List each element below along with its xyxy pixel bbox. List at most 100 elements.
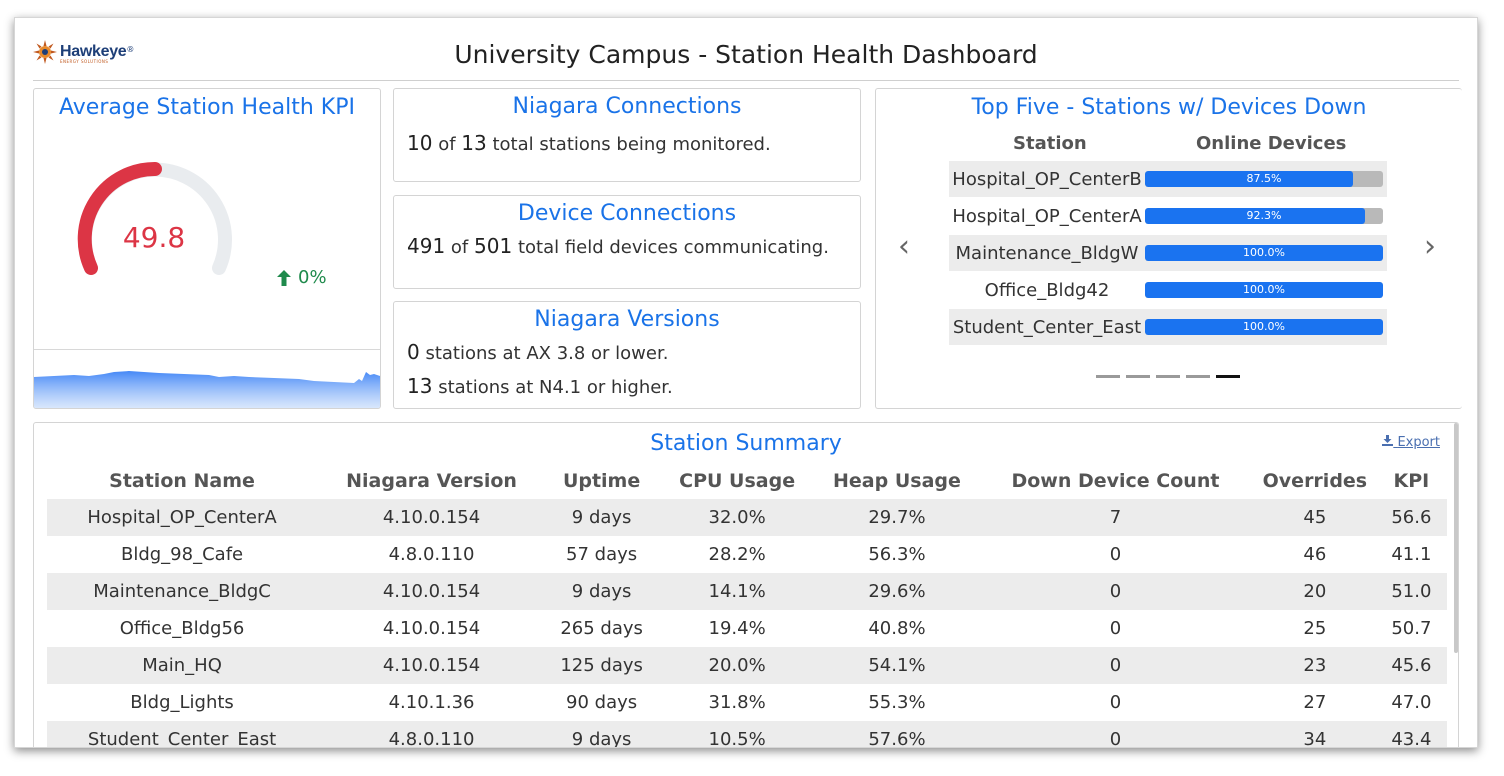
table-cell: 32.0%: [708, 507, 766, 528]
top-five-row: Hospital_OP_CenterA 92.3%: [949, 198, 1387, 234]
table-header-row: Station Name Niagara Version Uptime CPU Usa…: [47, 463, 1447, 499]
column-header[interactable]: Uptime: [562, 470, 641, 492]
top-five-row: Maintenance_BldgW 100.0%: [949, 235, 1387, 271]
table-cell: 27: [1303, 692, 1327, 713]
table-cell: 0: [1109, 581, 1122, 602]
table-cell: 29.7%: [868, 507, 926, 528]
table-row[interactable]: Bldg_Lights 4.10.1.36 90 days 31.8% 55.3% 0 27…: [47, 684, 1447, 721]
carousel-indicator[interactable]: [1156, 375, 1180, 378]
device-connections-text: 491 of 501 total field devices communica…: [394, 234, 860, 258]
total-device-count: 501: [474, 234, 513, 258]
table-cell: 20.0%: [708, 655, 766, 676]
table-cell: Hospital_OP_CenterA: [87, 507, 277, 528]
column-header[interactable]: Down Device Count: [1011, 470, 1220, 492]
table-cell: 0: [1109, 692, 1122, 713]
table-cell: 7: [1109, 507, 1122, 528]
table-cell: 47.0: [1391, 692, 1432, 713]
table-row[interactable]: Hospital_OP_CenterA 4.10.0.154 9 days 32.0%…: [47, 499, 1447, 536]
table-cell: 45: [1303, 507, 1327, 528]
logo-name: Hawkeye: [60, 43, 127, 60]
table-cell: 34: [1303, 729, 1327, 748]
column-header[interactable]: Station Name: [109, 470, 255, 492]
ax-station-count: 0: [407, 340, 420, 364]
online-devices-bar-fill: [1145, 319, 1383, 335]
table-cell: 50.7: [1391, 618, 1432, 639]
table-row[interactable]: Student_Center_East 4.8.0.110 9 days 10.5% 5…: [47, 721, 1447, 748]
table-cell: 45.6: [1391, 655, 1432, 676]
carousel-indicator[interactable]: [1096, 375, 1120, 378]
gauge-fill: [77, 161, 162, 275]
table-cell: Bldg_98_Cafe: [120, 544, 244, 565]
column-header[interactable]: Niagara Version: [346, 470, 517, 492]
table-cell: 14.1%: [708, 581, 766, 602]
top-five-title: Top Five - Stations w/ Devices Down: [971, 95, 1367, 120]
carousel-indicators: [1096, 375, 1240, 378]
table-cell: 51.0: [1391, 581, 1432, 602]
carousel-prev-icon[interactable]: ‹: [898, 229, 910, 264]
top-five-station-name: Office_Bldg42: [984, 279, 1110, 301]
online-devices-bar: 87.5%: [1145, 171, 1383, 187]
table-cell: 31.8%: [708, 692, 766, 713]
n4-version-label: stations at N4.1 or higher.: [438, 377, 673, 398]
niagara-connections-card: Niagara Connections 10 of 13 total stati…: [393, 88, 861, 182]
carousel-next-icon[interactable]: ›: [1424, 229, 1436, 264]
table-cell: 20: [1303, 581, 1327, 602]
column-header[interactable]: CPU Usage: [679, 470, 796, 492]
niagara-versions-card: Niagara Versions 0 stations at AX 3.8 or…: [393, 301, 861, 409]
table-cell: 28.2%: [708, 544, 766, 565]
table-row[interactable]: Office_Bldg56 4.10.0.154 265 days 19.4% 40.8…: [47, 610, 1447, 647]
top-five-station-name: Hospital_OP_CenterB: [952, 168, 1142, 190]
table-cell: 57.6%: [868, 729, 926, 748]
ax-version-line: 0 stations at AX 3.8 or lower.: [394, 340, 860, 364]
table-cell: 0: [1109, 655, 1122, 676]
online-devices-bar-fill: [1145, 245, 1383, 261]
title-divider: [33, 80, 1459, 81]
export-link[interactable]: Export: [1382, 435, 1440, 450]
online-devices-bar-fill: [1145, 282, 1383, 298]
table-cell: 9 days: [571, 507, 632, 528]
online-devices-percent: 100.0%: [1243, 283, 1285, 296]
table-cell: 9 days: [571, 581, 632, 602]
station-summary-title: Station Summary: [650, 431, 842, 456]
sun-logo-icon: [33, 40, 57, 64]
table-cell: 90 days: [566, 692, 638, 713]
table-cell: 265 days: [560, 618, 643, 639]
table-row[interactable]: Bldg_98_Cafe 4.8.0.110 57 days 28.2% 56.3% 0 4…: [47, 536, 1447, 573]
top-five-row: Office_Bldg42 100.0%: [949, 272, 1387, 308]
online-devices-bar-fill: [1145, 171, 1354, 187]
kpi-sparkline: [34, 349, 380, 408]
kpi-trend-value: 0%: [298, 267, 327, 288]
table-row[interactable]: Maintenance_BldgC 4.10.0.154 9 days 14.1% 29…: [47, 573, 1447, 610]
export-label: Export: [1397, 435, 1440, 450]
column-header[interactable]: KPI: [1393, 470, 1430, 492]
table-scrollbar[interactable]: [1454, 423, 1458, 653]
table-cell: Bldg_Lights: [130, 692, 234, 713]
table-cell: Office_Bldg56: [119, 618, 245, 639]
table-cell: 41.1: [1391, 544, 1432, 565]
top-five-station-name: Maintenance_BldgW: [955, 242, 1139, 264]
kpi-gauge: [77, 161, 232, 275]
online-devices-bar-fill: [1145, 208, 1365, 224]
column-header[interactable]: Heap Usage: [833, 470, 961, 492]
online-devices-percent: 100.0%: [1243, 320, 1285, 333]
table-cell: 29.6%: [868, 581, 926, 602]
carousel-indicator-active[interactable]: [1216, 375, 1240, 378]
table-cell: Student_Center_East: [87, 729, 277, 748]
arrow-up-icon: [277, 269, 291, 286]
table-cell: 0: [1109, 544, 1122, 565]
table-cell: 43.4: [1391, 729, 1432, 748]
kpi-card: Average Station Health KPI 49.8 0%: [33, 88, 381, 409]
table-cell: Maintenance_BldgC: [93, 581, 271, 602]
stations-monitored-label: total stations being monitored.: [492, 134, 771, 155]
table-cell: 54.1%: [868, 655, 926, 676]
table-cell: 56.3%: [868, 544, 926, 565]
top-five-list: Hospital_OP_CenterB 87.5% Hospital_OP_Cent…: [949, 161, 1387, 346]
table-row[interactable]: Main_HQ 4.10.0.154 125 days 20.0% 54.1% 0 23 45…: [47, 647, 1447, 684]
carousel-indicator[interactable]: [1186, 375, 1210, 378]
table-cell: 23: [1303, 655, 1327, 676]
ax-version-label: stations at AX 3.8 or lower.: [425, 343, 669, 364]
carousel-indicator[interactable]: [1126, 375, 1150, 378]
column-header[interactable]: Overrides: [1262, 470, 1368, 492]
table-cell: 4.10.0.154: [382, 581, 481, 602]
table-cell: 57 days: [566, 544, 638, 565]
